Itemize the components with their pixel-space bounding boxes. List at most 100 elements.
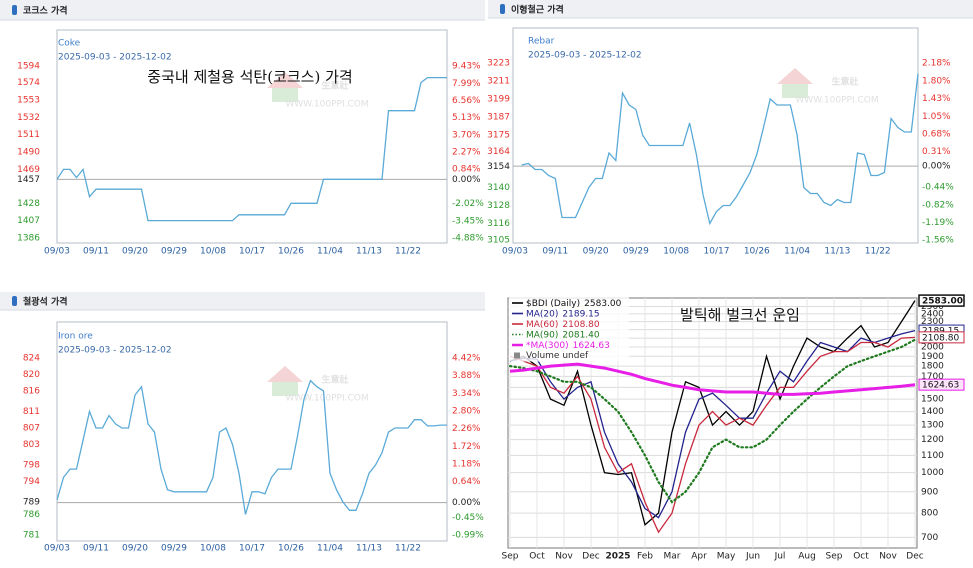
header-icon [12,5,17,15]
plot-frame [512,27,919,244]
series-line [508,338,917,504]
x-tick-label: Jun [745,552,760,562]
x-tick-label: Nov [555,552,573,562]
watermark-text: 生意社 [321,374,348,386]
y-tick-label: 786 [23,510,40,520]
x-tick-label: Oct [853,552,869,562]
x-tick-label: 09/11 [83,247,109,257]
y-tick-label: 811 [23,407,40,417]
x-tick-label: 11/22 [395,544,421,554]
legend-value: 1624.63 [573,341,610,351]
date-range: 2025-09-03 - 2025-12-02 [528,51,642,61]
y2-tick-label: 7.99% [452,79,481,89]
value-tag [918,378,965,391]
y2-tick-label: -0.99% [452,531,484,541]
x-tick-label: Dec [906,552,923,562]
y2-tick-label: 2.27% [452,148,481,158]
y2-tick-label: 3.70% [452,130,481,140]
y-tick-label: 798 [23,461,40,471]
y2-tick-label: -4.88% [452,234,484,244]
y2-tick-label: 5.13% [452,113,481,123]
legend-value: 2081.40 [562,330,599,340]
value-tag-label: 1624.63 [922,381,959,391]
watermark-url: WWW.100PPI.COM [285,394,368,404]
y-tick-label: 807 [23,423,40,433]
watermark-icon [267,72,303,88]
legend-value: 2583.00 [584,299,621,309]
x-tick-label: 09/29 [161,247,187,257]
legend-value: 2108.80 [562,320,599,330]
legend-bg [509,297,629,362]
y-tick-label: 1511 [17,130,40,140]
x-tick-label: 10/26 [278,247,304,257]
y-tick-label: 820 [23,370,40,380]
x-tick-label: Sep [502,552,519,562]
y2-tick-label: 9.43% [452,62,481,72]
x-tick-label: 09/03 [502,247,528,257]
y-tick-label: 3187 [487,113,510,123]
y-tick-label: 1594 [17,62,40,72]
y2-tick-label: 0.00% [922,162,951,172]
y-tick-label: 3211 [487,77,510,87]
watermark-icon [272,382,298,396]
y2-tick-label: 0.00% [452,498,481,508]
x-tick-label: 11/04 [317,544,343,554]
y-tick-label: 1500 [921,395,944,405]
y-tick-label: 1574 [17,78,40,88]
header-icon [500,4,505,14]
series-line [56,76,447,222]
legend-name: MA(60) [526,320,558,330]
y-tick-label: 1532 [17,113,40,123]
y-tick-label: 2000 [921,342,944,352]
series-line [56,379,447,515]
x-tick-label: 10/17 [239,544,265,554]
y-tick-label: 1300 [921,421,944,431]
y2-tick-label: 2.26% [452,424,481,434]
header-bar [0,292,485,310]
date-range: 2025-09-03 - 2025-12-02 [58,53,172,63]
x-tick-label: 11/13 [824,247,850,257]
y2-tick-label: 0.00% [452,175,481,185]
y-tick-label: 1407 [17,216,40,226]
x-tick-label: Feb [637,552,653,562]
y-tick-label: 3105 [487,236,510,246]
series-line [509,336,916,534]
y2-tick-label: 1.43% [922,94,951,104]
series-line [509,300,916,526]
legend-name: $BDI (Daily) [526,299,580,309]
x-tick-label: Apr [691,552,707,562]
x-tick-label: Sep [826,552,843,562]
y-tick-label: 3128 [487,201,510,211]
y-tick-label: 1900 [921,352,944,362]
value-tag [918,294,965,307]
y-tick-label: 1428 [17,199,40,209]
legend-entry: MA(60) 2108.80 [526,320,600,330]
y2-tick-label: -0.82% [922,200,954,210]
watermark-icon [782,84,808,98]
y-tick-label: 789 [23,498,40,508]
x-tick-label: 11/13 [356,247,382,257]
header-title: 코크스 가격 [23,5,68,17]
y-tick-label: 824 [23,354,40,364]
y2-tick-label: 3.88% [452,371,481,381]
y-tick-label: 1100 [921,451,944,461]
y2-tick-label: 0.31% [922,147,951,157]
value-tag-label: 2108.80 [922,333,959,343]
header-title: 이형철근 가격 [511,4,564,16]
annotation: 중국내 제철용 석탄(코크스) 가격 [147,68,352,86]
y-tick-label: 3164 [487,147,510,157]
legend-entry: *MA(300) 1624.63 [526,341,610,351]
annotation: 발틱해 벌크선 운임 [680,306,800,324]
watermark-text: 生意社 [321,80,348,92]
x-tick-label: Nov [879,552,897,562]
y-tick-label: 781 [23,531,40,541]
x-tick-label: 09/20 [122,247,148,257]
x-tick-label: 09/03 [44,247,70,257]
legend-name: MA(20) [526,309,558,319]
y-tick-label: 3140 [487,183,510,193]
watermark-url: WWW.100PPI.COM [285,100,368,110]
watermark-icon [267,366,303,382]
y2-tick-label: 1.18% [452,460,481,470]
x-tick-label: 10/08 [663,247,689,257]
